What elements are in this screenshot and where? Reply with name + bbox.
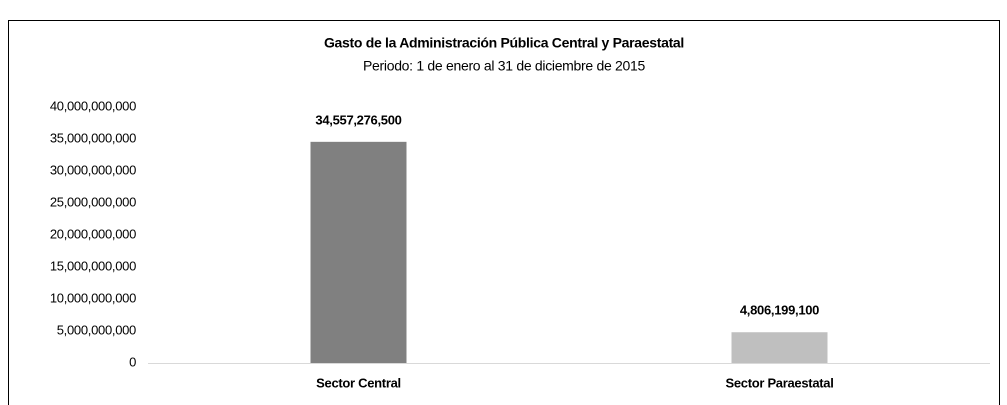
y-tick-label: 20,000,000,000 — [50, 226, 136, 241]
y-tick-label: 15,000,000,000 — [50, 258, 136, 273]
y-tick-label: 5,000,000,000 — [57, 322, 136, 337]
data-label: 34,557,276,500 — [315, 112, 401, 127]
y-tick-label: 10,000,000,000 — [50, 290, 136, 305]
chart-title: Gasto de la Administración Pública Centr… — [324, 35, 684, 51]
x-tick-label: Sector Paraestatal — [725, 375, 833, 390]
y-tick-label: 35,000,000,000 — [50, 130, 136, 145]
y-tick-label: 30,000,000,000 — [50, 162, 136, 177]
y-tick-label: 25,000,000,000 — [50, 194, 136, 209]
chart-subtitle: Periodo: 1 de enero al 31 de diciembre d… — [363, 58, 645, 74]
bar — [731, 332, 828, 363]
data-label: 4,806,199,100 — [740, 303, 819, 318]
x-tick-label: Sector Central — [316, 375, 401, 390]
bar — [310, 141, 407, 363]
y-tick-label: 0 — [129, 354, 136, 369]
chart-border — [8, 20, 1000, 405]
y-tick-label: 40,000,000,000 — [50, 98, 136, 113]
